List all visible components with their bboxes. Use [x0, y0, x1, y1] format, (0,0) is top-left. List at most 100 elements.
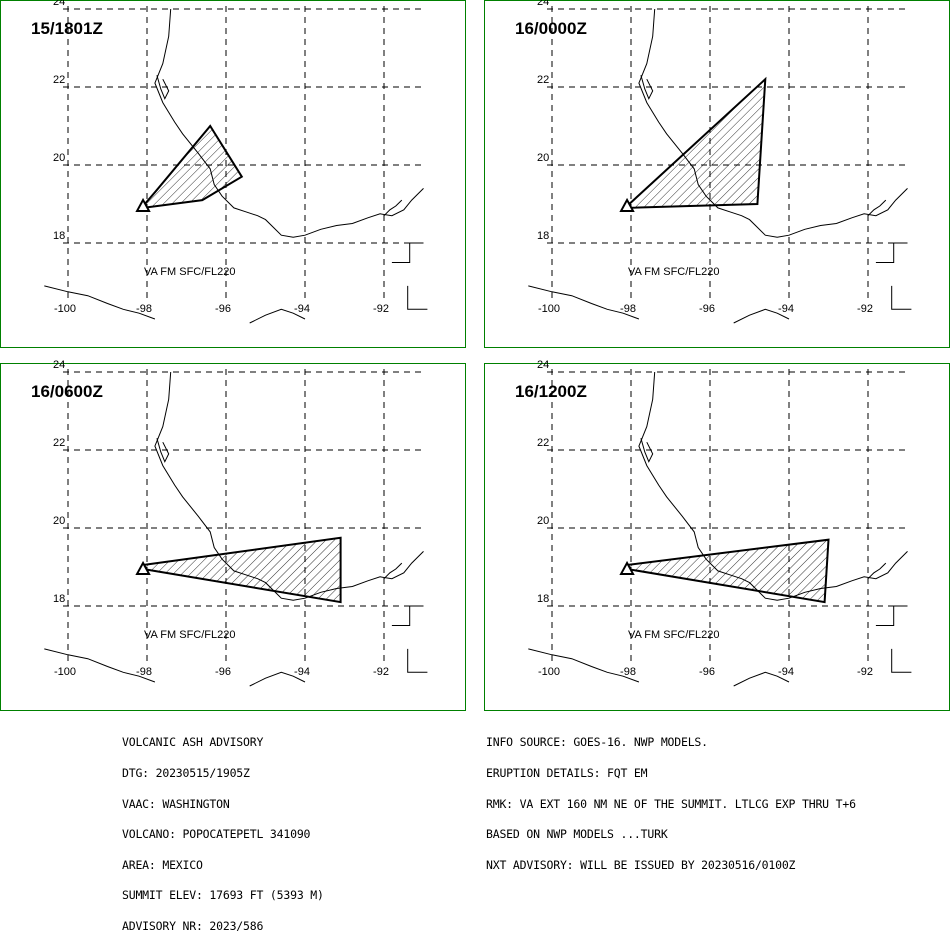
latitude-label: 22: [537, 74, 550, 86]
coastline-pacific: [44, 285, 156, 320]
va-level-label: VA FM SFC/FL220: [144, 266, 236, 278]
map-panel-2: 16/0000Z VA FM SFC/FL220 24 22 20 18 -100 -98…: [484, 0, 950, 348]
border-line: [891, 285, 912, 310]
longitude-label: -98: [136, 666, 152, 678]
coastline-lagoon: [640, 75, 654, 100]
advisory-line: VOLCANO: POPOCATEPETL 341090: [122, 827, 311, 842]
panel-time-label: 16/0600Z: [31, 382, 103, 401]
border-line: [391, 605, 424, 626]
coastline-pacific-east: [249, 671, 306, 687]
border-line: [875, 605, 908, 626]
coastline-island: [867, 562, 887, 580]
longitude-label: -96: [699, 666, 715, 678]
longitude-label: -96: [215, 303, 231, 315]
map-canvas: [528, 369, 912, 687]
map-canvas: [44, 369, 428, 687]
map-panel-1: 15/1801Z VA FM SFC/FL220 24 22 20 18 -100 -98…: [0, 0, 466, 348]
latitude-label: 22: [537, 437, 550, 449]
coastline-pacific-east: [249, 308, 306, 324]
advisory-line: INFO SOURCE: GOES-16. NWP MODELS.: [486, 735, 708, 750]
latitude-label: 18: [53, 593, 66, 605]
map-canvas: [528, 6, 912, 324]
advisory-line: DTG: 20230515/1905Z: [122, 766, 250, 780]
advisory-line: ADVISORY NR: 2023/586: [122, 918, 264, 933]
latitude-label: 20: [537, 152, 550, 164]
longitude-label: -98: [620, 303, 636, 315]
advisory-line: SUMMIT ELEV: 17693 FT (5393 M): [122, 888, 324, 903]
longitude-label: -94: [294, 303, 310, 315]
coastline-gulf: [154, 8, 424, 238]
advisory-line: AREA: MEXICO: [122, 857, 203, 872]
latitude-label: 20: [53, 152, 66, 164]
latitude-label: 22: [53, 74, 66, 86]
longitude-label: -100: [537, 666, 561, 678]
coastline-island: [383, 562, 403, 580]
coastline-lagoon: [156, 75, 170, 100]
latitude-label: 20: [53, 515, 66, 527]
map-canvas: [44, 6, 428, 324]
panel-time-label: 16/0000Z: [515, 19, 587, 38]
advisory-line: VOLCANIC ASH ADVISORY: [122, 735, 264, 750]
longitude-label: -96: [215, 666, 231, 678]
longitude-label: -100: [537, 303, 561, 315]
longitude-label: -94: [778, 303, 794, 315]
longitude-label: -100: [53, 303, 77, 315]
coastline-lagoon: [156, 438, 170, 463]
coastline-lagoon: [640, 438, 654, 463]
border-line: [407, 285, 428, 310]
volcano-icon: [619, 560, 635, 575]
border-line: [891, 648, 912, 673]
latitude-label: 24: [53, 0, 66, 8]
coastline-island: [383, 199, 403, 217]
map-panel-4: 16/1200Z VA FM SFC/FL220 24 22 20 18 -100 -98…: [484, 359, 950, 711]
advisory-line: RMK: VA EXT 160 NM NE OF THE SUMMIT. LTL…: [486, 796, 856, 811]
latitude-label: 18: [537, 230, 550, 242]
ash-cloud-polygon: [142, 124, 244, 210]
longitude-label: -94: [778, 666, 794, 678]
longitude-label: -92: [373, 303, 389, 315]
volcano-icon: [135, 560, 151, 575]
latitude-label: 24: [537, 359, 550, 371]
border-line: [407, 648, 428, 673]
coastline-pacific: [44, 648, 156, 683]
advisory-text-left: VOLCANIC ASH ADVISORY DTG: 20230515/1905…: [122, 717, 324, 941]
ash-cloud-polygon: [142, 536, 342, 604]
coastline-island: [867, 199, 887, 217]
ash-cloud-polygon: [626, 76, 767, 209]
coastline-pacific: [528, 285, 640, 320]
border-line: [875, 242, 908, 263]
coastline-pacific-east: [733, 671, 790, 687]
coastline-pacific: [528, 648, 640, 683]
longitude-label: -94: [294, 666, 310, 678]
longitude-label: -98: [620, 666, 636, 678]
latitude-label: 24: [537, 0, 550, 8]
longitude-label: -96: [699, 303, 715, 315]
latitude-label: 20: [537, 515, 550, 527]
latitude-label: 18: [537, 593, 550, 605]
advisory-line: BASED ON NWP MODELS ...TURK: [486, 827, 668, 842]
va-level-label: VA FM SFC/FL220: [628, 266, 720, 278]
advisory-line: NXT ADVISORY: WILL BE ISSUED BY 20230516…: [486, 857, 796, 872]
panel-time-label: 16/1200Z: [515, 382, 587, 401]
panel-time-label: 15/1801Z: [31, 19, 103, 38]
longitude-label: -92: [373, 666, 389, 678]
border-line: [391, 242, 424, 263]
volcano-icon: [135, 197, 151, 212]
advisory-line: ERUPTION DETAILS: FQT EM: [486, 766, 648, 780]
volcano-icon: [619, 197, 635, 212]
latitude-label: 18: [53, 230, 66, 242]
advisory-text-right: INFO SOURCE: GOES-16. NWP MODELS. ERUPTI…: [486, 717, 856, 880]
longitude-label: -100: [53, 666, 77, 678]
longitude-label: -92: [857, 666, 873, 678]
coastline-pacific-east: [733, 308, 790, 324]
latitude-label: 24: [53, 359, 66, 371]
va-level-label: VA FM SFC/FL220: [144, 629, 236, 641]
advisory-line: VAAC: WASHINGTON: [122, 796, 230, 811]
coastline-gulf: [638, 8, 908, 238]
longitude-label: -92: [857, 303, 873, 315]
longitude-label: -98: [136, 303, 152, 315]
map-panel-3: 16/0600Z VA FM SFC/FL220 24 22 20 18 -100 -98…: [0, 359, 466, 711]
va-level-label: VA FM SFC/FL220: [628, 629, 720, 641]
latitude-label: 22: [53, 437, 66, 449]
ash-cloud-polygon: [626, 538, 830, 604]
